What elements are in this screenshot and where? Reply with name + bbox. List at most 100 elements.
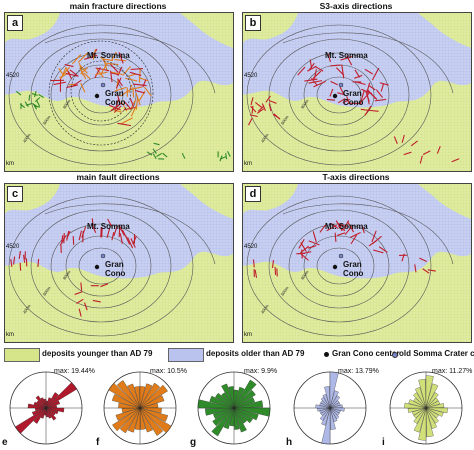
structure-mark [113, 109, 122, 113]
map-b: 800m 600m 400m [243, 13, 471, 171]
rose-petal [425, 407, 434, 437]
structure-mark [60, 66, 67, 79]
structure-mark [146, 151, 153, 156]
structure-mark [138, 68, 141, 83]
structure-mark [135, 96, 139, 110]
structure-mark [80, 282, 83, 291]
structure-mark [422, 268, 430, 274]
structure-mark [130, 104, 138, 117]
rose-petal [233, 396, 255, 409]
structure-mark [117, 66, 123, 76]
rose-petal [45, 400, 60, 409]
structure-mark [268, 103, 272, 112]
contour-label: 800m [300, 269, 310, 281]
structure-mark [18, 250, 21, 259]
structure-mark [271, 259, 275, 269]
somma-crater-center-icon [100, 253, 106, 259]
contour-label: 600m [280, 285, 290, 297]
structure-mark [109, 63, 119, 73]
somma-crater-dot-icon [392, 352, 398, 358]
panel-b-title: S3-axis directions [319, 1, 393, 11]
structure-mark [118, 225, 121, 238]
structure-mark [152, 153, 157, 160]
structure-mark [371, 230, 377, 242]
rose-petal [139, 407, 172, 433]
rose-petal [329, 407, 341, 414]
structure-mark [330, 80, 338, 86]
contour-label: 600m [42, 285, 52, 297]
x-unit: km [244, 161, 252, 167]
rose-petal [209, 395, 235, 409]
rose-petal [233, 407, 247, 424]
structure-mark [119, 233, 123, 244]
rose-petal [425, 392, 439, 409]
rose-petal [45, 407, 49, 418]
rose-petal [320, 407, 331, 416]
rose-petal [320, 397, 331, 409]
somma-crater-center-icon [338, 82, 344, 88]
rose-petal [139, 407, 153, 433]
structure-mark [125, 235, 131, 245]
structure-mark [128, 84, 133, 93]
structure-mark [111, 51, 117, 61]
structure-mark [118, 52, 124, 64]
structure-mark [329, 64, 341, 67]
rose-petal [233, 407, 240, 430]
contour-label: 600m [280, 114, 290, 126]
rose-petal [139, 407, 164, 436]
contour-label: 400m [260, 303, 270, 315]
legend-older-label: deposits older than AD 79 [206, 349, 305, 358]
rose-petal [233, 386, 245, 409]
structure-mark [403, 151, 412, 156]
rose-petal [32, 407, 47, 416]
rose-max: max: 19.44% [54, 368, 95, 375]
structure-mark [100, 65, 107, 76]
rose-petal [115, 407, 141, 421]
rose-petal [228, 386, 235, 409]
structure-mark [335, 67, 345, 76]
somma-crater-center-icon [338, 253, 344, 259]
rose-petal [139, 407, 146, 430]
structure-mark [250, 97, 254, 106]
structure-mark [308, 80, 323, 84]
structure-mark [114, 98, 120, 111]
structure-mark [249, 114, 258, 118]
rose-petal [317, 407, 331, 412]
rose-petal [221, 383, 235, 409]
structure-mark [76, 298, 84, 304]
rose-letter: g [190, 437, 197, 448]
younger-deposits-area [418, 184, 471, 219]
structure-mark [77, 52, 88, 63]
structure-mark [393, 136, 398, 145]
structure-mark [28, 94, 31, 101]
structure-mark [91, 218, 94, 228]
structure-mark [84, 302, 88, 311]
structure-mark [341, 64, 345, 79]
structure-mark [410, 140, 418, 147]
rose-petal [33, 401, 47, 409]
map-a: 800m 600m 400m [5, 13, 233, 171]
rose-diagram-e [9, 371, 83, 445]
structure-mark [23, 254, 26, 263]
rose-petal [127, 407, 141, 433]
structure-mark [319, 224, 327, 233]
structure-mark [353, 74, 363, 79]
structure-mark [265, 95, 271, 103]
structure-mark [37, 258, 40, 268]
structure-mark [360, 108, 369, 111]
rose-letter: f [96, 437, 100, 448]
structure-mark [19, 262, 22, 271]
structure-mark [129, 71, 142, 77]
structure-mark [336, 232, 346, 237]
rose-letter: h [286, 437, 293, 448]
panel-letter: d [245, 186, 261, 202]
structure-mark [94, 67, 101, 79]
structure-mark [366, 88, 376, 100]
rose-petal [139, 383, 153, 409]
somma-label: Mt. Somma [87, 222, 130, 231]
structure-mark [113, 225, 118, 236]
panel-c-title: main fault directions [76, 172, 160, 182]
structure-mark [138, 77, 149, 82]
structure-mark [255, 102, 262, 108]
structure-mark [32, 102, 38, 108]
